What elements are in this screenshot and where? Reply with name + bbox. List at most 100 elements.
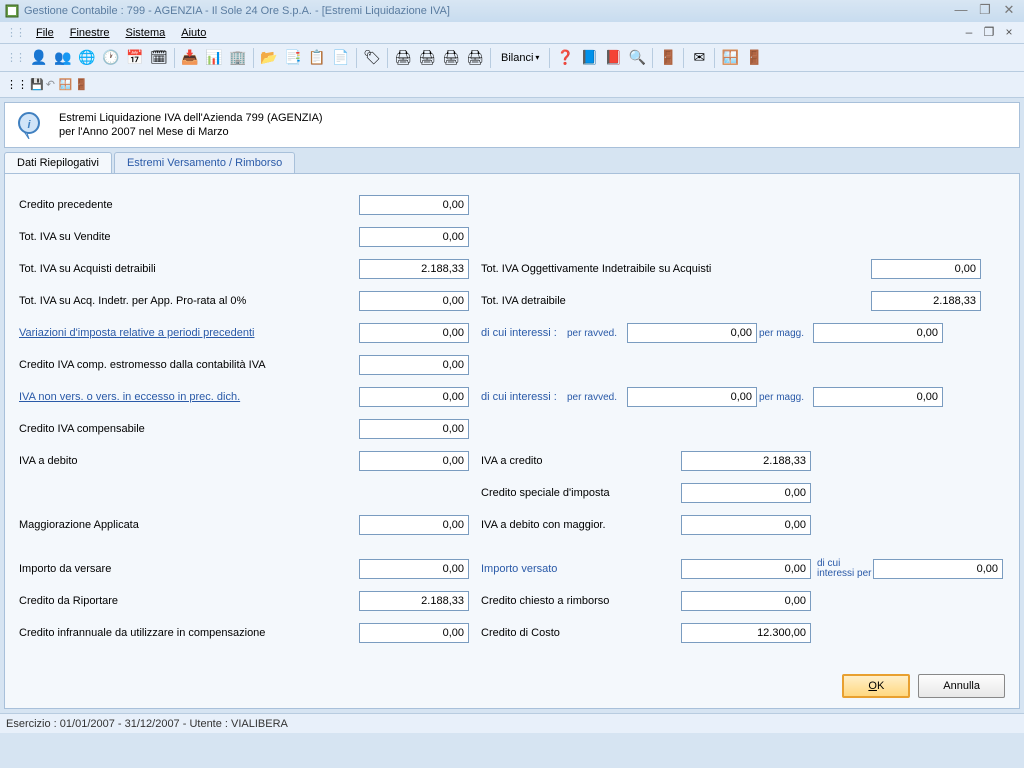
label-per-magg-2: per magg.: [759, 392, 813, 403]
app-icon: [4, 3, 20, 19]
tb-icon-5[interactable]: 📅: [124, 47, 146, 69]
field-iva-a-credito[interactable]: [681, 451, 811, 471]
label-tot-iva-detraibile: Tot. IVA detraibile: [481, 295, 871, 307]
label-importo-versare: Importo da versare: [19, 563, 359, 575]
field-credito-costo[interactable]: [681, 623, 811, 643]
mdi-restore[interactable]: ❐: [980, 25, 998, 41]
tb-bilanci[interactable]: Bilanci▾: [495, 50, 545, 66]
tb-exit-icon[interactable]: 🚪: [743, 47, 765, 69]
save-icon[interactable]: 💾: [30, 78, 44, 91]
field-per-ravved-1[interactable]: [627, 323, 757, 343]
field-per-magg-1[interactable]: [813, 323, 943, 343]
info-line2: per l'Anno 2007 nel Mese di Marzo: [59, 125, 323, 139]
tb-icon-1[interactable]: 👤: [28, 47, 50, 69]
label-variazioni-imposta[interactable]: Variazioni d'imposta relative a periodi …: [19, 327, 359, 339]
label-credito-chiesto-rimborso: Credito chiesto a rimborso: [481, 595, 681, 607]
field-per-magg-2[interactable]: [813, 387, 943, 407]
label-importo-versato[interactable]: Importo versato: [481, 563, 681, 575]
label-tot-iva-ogg-indetr: Tot. IVA Oggettivamente Indetraibile su …: [481, 263, 871, 275]
tb-icon-22[interactable]: 🚪: [657, 47, 679, 69]
tb-icon-10[interactable]: 📂: [258, 47, 280, 69]
window-icon[interactable]: 🪟: [59, 78, 73, 91]
field-maggiorazione[interactable]: [359, 515, 469, 535]
tb-icon-20[interactable]: 📕: [602, 47, 624, 69]
tb-icon-21[interactable]: 🔍: [626, 47, 648, 69]
field-tot-iva-detraibile[interactable]: [871, 291, 981, 311]
tb-icon-2[interactable]: 👥: [52, 47, 74, 69]
field-credito-iva-compensabile[interactable]: [359, 419, 469, 439]
tab-dati-riepilogativi[interactable]: Dati Riepilogativi: [4, 152, 112, 173]
label-di-cui-interessi-1: di cui interessi :: [481, 327, 561, 339]
label-iva-non-vers[interactable]: IVA non vers. o vers. in eccesso in prec…: [19, 391, 359, 403]
content-panel: Credito precedente Tot. IVA su Vendite T…: [4, 173, 1020, 709]
tb-icon-15[interactable]: 🖨: [392, 47, 414, 69]
label-iva-a-debito: IVA a debito: [19, 455, 359, 467]
label-per-magg-1: per magg.: [759, 328, 813, 339]
ok-button[interactable]: OOKK: [842, 674, 910, 698]
menu-file[interactable]: File: [28, 25, 62, 41]
tb-icon-3[interactable]: 🌐: [76, 47, 98, 69]
tb-icon-8[interactable]: 📊: [203, 47, 225, 69]
field-credito-chiesto-rimborso[interactable]: [681, 591, 811, 611]
menu-aiuto[interactable]: Aiuto: [173, 25, 214, 41]
exit-icon[interactable]: 🚪: [75, 78, 89, 91]
field-variazioni-imposta[interactable]: [359, 323, 469, 343]
tb-icon-16[interactable]: 🖨: [416, 47, 438, 69]
label-credito-precedente: Credito precedente: [19, 199, 359, 211]
tb-icon-23[interactable]: ✉: [688, 47, 710, 69]
menu-sistema[interactable]: Sistema: [118, 25, 174, 41]
statusbar: Esercizio : 01/01/2007 - 31/12/2007 - Ut…: [0, 713, 1024, 733]
field-tot-iva-acq-indetr[interactable]: [359, 291, 469, 311]
field-per-ravved-2[interactable]: [627, 387, 757, 407]
tb-icon-17[interactable]: 🖨: [440, 47, 462, 69]
tb-help-icon[interactable]: ❓: [554, 47, 576, 69]
field-di-cui-interessi-per[interactable]: [873, 559, 1003, 579]
tb-icon-11[interactable]: 📑: [282, 47, 304, 69]
field-importo-versare[interactable]: [359, 559, 469, 579]
field-credito-speciale[interactable]: [681, 483, 811, 503]
label-iva-debito-magg: IVA a debito con maggior.: [481, 519, 681, 531]
tb-icon-19[interactable]: 📘: [578, 47, 600, 69]
field-credito-riportare[interactable]: [359, 591, 469, 611]
field-tot-iva-acquisti[interactable]: [359, 259, 469, 279]
annulla-button[interactable]: Annulla: [918, 674, 1005, 698]
field-credito-iva-comp[interactable]: [359, 355, 469, 375]
field-credito-precedente[interactable]: [359, 195, 469, 215]
toolbar-main: ⋮⋮ 👤 👥 🌐 🕐 📅 🗓 📥 📊 🏢 📂 📑 📋 📄 🏷 🖨 🖨 🖨 🖨 B…: [0, 44, 1024, 72]
field-tot-iva-vendite[interactable]: [359, 227, 469, 247]
menu-finestre[interactable]: Finestre: [62, 25, 118, 41]
field-importo-versato[interactable]: [681, 559, 811, 579]
button-bar: OOKK Annulla: [842, 674, 1005, 698]
tb-icon-4[interactable]: 🕐: [100, 47, 122, 69]
field-iva-debito-magg[interactable]: [681, 515, 811, 535]
field-iva-a-debito[interactable]: [359, 451, 469, 471]
tb-icon-7[interactable]: 📥: [179, 47, 201, 69]
label-iva-a-credito: IVA a credito: [481, 455, 681, 467]
statusbar-text: Esercizio : 01/01/2007 - 31/12/2007 - Ut…: [6, 718, 288, 730]
grip-icon: ⋮⋮: [6, 78, 28, 91]
label-per-ravved-1: per ravved.: [567, 328, 627, 339]
field-iva-non-vers[interactable]: [359, 387, 469, 407]
tb-icon-18[interactable]: 🖨: [464, 47, 486, 69]
tb-icon-6[interactable]: 🗓: [148, 47, 170, 69]
field-credito-infrannuale[interactable]: [359, 623, 469, 643]
close-button[interactable]: ✕: [998, 3, 1020, 19]
tb-icon-9[interactable]: 🏢: [227, 47, 249, 69]
label-maggiorazione: Maggiorazione Applicata: [19, 519, 359, 531]
maximize-button[interactable]: ❐: [974, 3, 996, 19]
mdi-minimize[interactable]: –: [960, 25, 978, 41]
info-panel: i Estremi Liquidazione IVA dell'Azienda …: [4, 102, 1020, 148]
minimize-button[interactable]: —: [950, 3, 972, 19]
tb-icon-12[interactable]: 📋: [306, 47, 328, 69]
tab-estremi-versamento[interactable]: Estremi Versamento / Rimborso: [114, 152, 295, 173]
tb-icon-13[interactable]: 📄: [330, 47, 352, 69]
field-tot-iva-ogg-indetr[interactable]: [871, 259, 981, 279]
tb-icon-14[interactable]: 🏷: [361, 47, 383, 69]
info-icon: i: [15, 111, 43, 139]
tb-icon-24[interactable]: 🪟: [719, 47, 741, 69]
mdi-close[interactable]: ×: [1000, 25, 1018, 41]
undo-icon[interactable]: ↶: [46, 78, 55, 91]
label-credito-infrannuale: Credito infrannuale da utilizzare in com…: [19, 627, 359, 639]
label-tot-iva-acquisti: Tot. IVA su Acquisti detraibili: [19, 263, 359, 275]
label-tot-iva-acq-indetr: Tot. IVA su Acq. Indetr. per App. Pro-ra…: [19, 295, 359, 307]
